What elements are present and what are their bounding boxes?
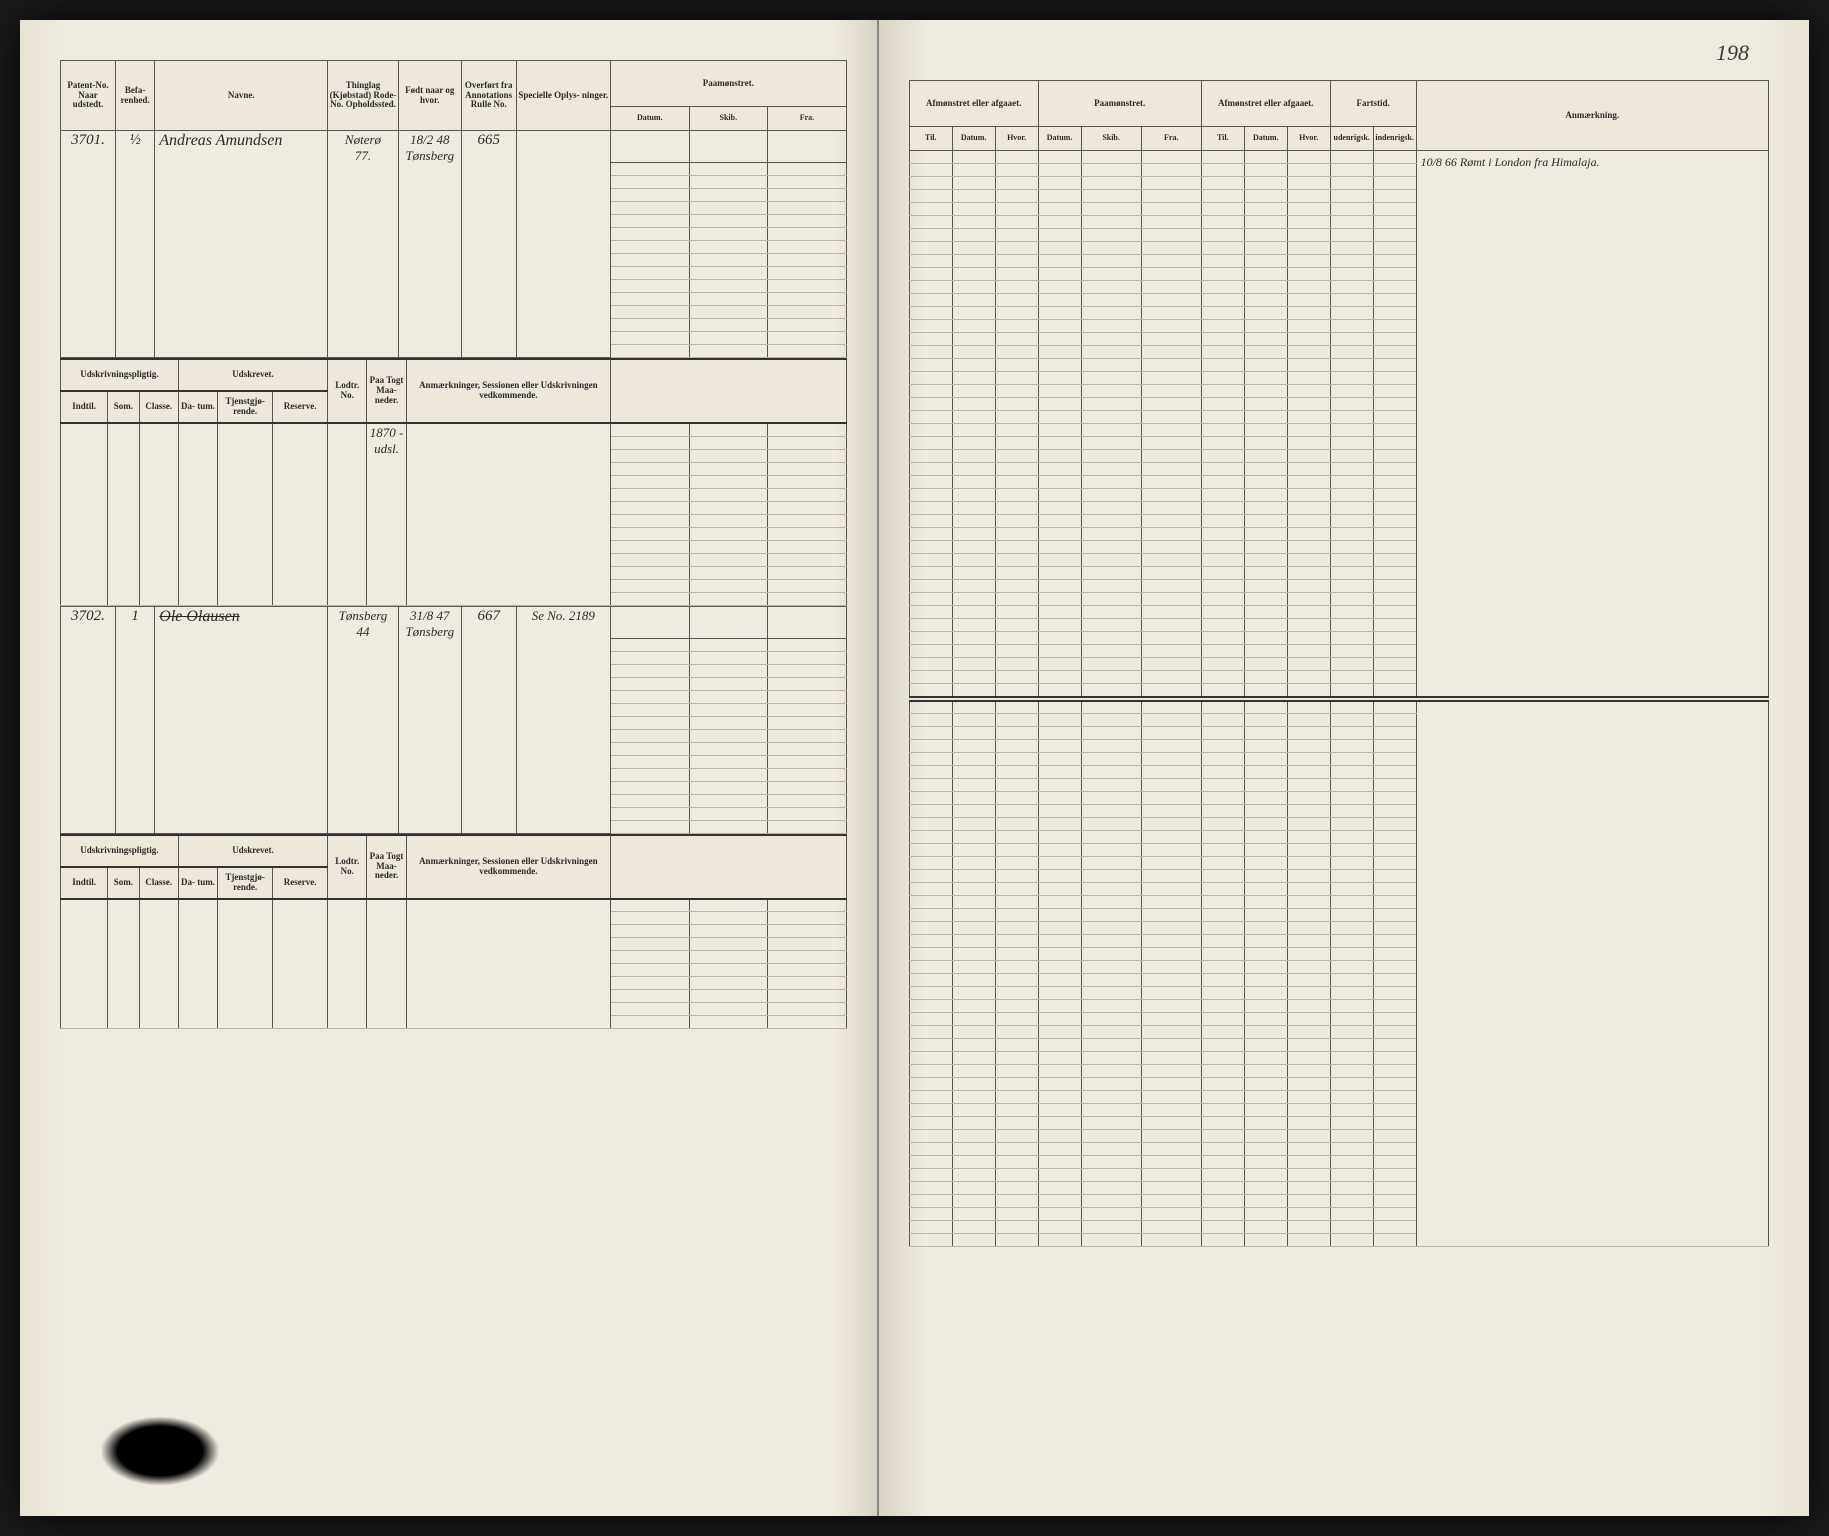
- hdr-paamonstret: Paamønstret.: [610, 61, 846, 107]
- rhdr-skib: Skib.: [1081, 127, 1141, 151]
- rhdr-fra: Fra.: [1141, 127, 1201, 151]
- shdr-classe: Classe.: [139, 867, 178, 899]
- shdr-anmark: Anmærkninger, Sessionen eller Udskrivnin…: [406, 359, 610, 423]
- shdr-som: Som.: [108, 867, 139, 899]
- rhdr-hvor2: Hvor.: [1287, 127, 1330, 151]
- ruled-row: 10/8 66 Rømt i London fra Himalaja.: [909, 151, 1768, 164]
- rhdr-til2: Til.: [1201, 127, 1244, 151]
- left-sub-table-2: Udskrivningspligtig. Udskrevet. Lodtr. N…: [60, 834, 847, 1030]
- left-sub-table-1: Udskrivningspligtig. Udskrevet. Lodtr. N…: [60, 358, 847, 606]
- hdr-overfort: Overført fra Annotations Rulle No.: [461, 61, 516, 131]
- right-main-table: Afmønstret eller afgaaet. Paamønstret. A…: [909, 80, 1769, 1247]
- cell-thinglag: Tønsberg 44: [328, 606, 399, 833]
- shdr-udskriv: Udskrivningspligtig.: [61, 359, 179, 391]
- hdr-skib: Skib.: [689, 107, 768, 131]
- ledger-book: Patent-No. Naar udstedt. Befa- renhed. N…: [20, 20, 1809, 1516]
- rhdr-afmon2: Afmønstret eller afgaaet.: [1201, 81, 1330, 127]
- rhdr-fartstid: Fartstid.: [1330, 81, 1416, 127]
- rhdr-datum: Datum.: [952, 127, 995, 151]
- cell-patent: 3702.: [61, 606, 116, 833]
- shdr-udstrevet: Udskrevet.: [178, 835, 327, 867]
- ruled-row: [909, 701, 1768, 714]
- cell-navne: Ole Olausen: [155, 606, 328, 833]
- shdr-indtil: Indtil.: [61, 391, 108, 423]
- cell-patent: 3701.: [61, 131, 116, 358]
- remark-cell: [1416, 701, 1768, 1247]
- rhdr-paamon: Paamønstret.: [1038, 81, 1201, 127]
- rhdr-datum2: Datum.: [1038, 127, 1081, 151]
- hdr-thinglag: Thinglag (Kjøbstad) Rode-No. Opholdssted…: [328, 61, 399, 131]
- record-row: 3702. 1 Ole Olausen Tønsberg 44 31/8 47 …: [61, 606, 847, 638]
- cell-fodt: 18/2 48 Tønsberg: [398, 131, 461, 358]
- hdr-befar: Befa- renhed.: [116, 61, 155, 131]
- record-row: 3701. ½ Andreas Amundsen Nøterø 77. 18/2…: [61, 131, 847, 163]
- cell-befar: ½: [116, 131, 155, 358]
- shdr-lodtr: Lodtr. No.: [328, 835, 367, 899]
- shdr-paa: Paa Togt Maa- neder.: [367, 835, 406, 899]
- hdr-fra: Fra.: [768, 107, 847, 131]
- hdr-specielle: Specielle Oplys- ninger.: [516, 61, 610, 131]
- shdr-tjen: Tjenstgjø- rende.: [218, 867, 273, 899]
- cell-thinglag: Nøterø 77.: [328, 131, 399, 358]
- shdr-paa: Paa Togt Maa- neder.: [367, 359, 406, 423]
- shdr-reserve: Reserve.: [273, 867, 328, 899]
- shdr-indtil: Indtil.: [61, 867, 108, 899]
- cell-overfort: 665: [461, 131, 516, 358]
- rhdr-afmon1: Afmønstret eller afgaaet.: [909, 81, 1038, 127]
- session-note-1: 1870 - udsl.: [367, 423, 406, 605]
- shdr-udskriv: Udskrivningspligtig.: [61, 835, 179, 867]
- shdr-anmark: Anmærkninger, Sessionen eller Udskrivnin…: [406, 835, 610, 899]
- cell-specielle: [516, 131, 610, 358]
- shdr-classe: Classe.: [139, 391, 178, 423]
- left-main-table-2: 3702. 1 Ole Olausen Tønsberg 44 31/8 47 …: [60, 606, 847, 834]
- rhdr-hvor: Hvor.: [995, 127, 1038, 151]
- cell-navne: Andreas Amundsen: [155, 131, 328, 358]
- hdr-patent: Patent-No. Naar udstedt.: [61, 61, 116, 131]
- cell-specielle: Se No. 2189: [516, 606, 610, 833]
- shdr-lodtr: Lodtr. No.: [328, 359, 367, 423]
- shdr-datum: Da- tum.: [178, 391, 217, 423]
- page-number: 198: [1716, 40, 1749, 66]
- right-page: 198 Afmønstret eller afgaaet. Paamønstre…: [879, 20, 1809, 1516]
- cell-befar: 1: [116, 606, 155, 833]
- shdr-som: Som.: [108, 391, 139, 423]
- shdr-reserve: Reserve.: [273, 391, 328, 423]
- cell-overfort: 667: [461, 606, 516, 833]
- hdr-datum: Datum.: [610, 107, 689, 131]
- shdr-datum: Da- tum.: [178, 867, 217, 899]
- left-page: Patent-No. Naar udstedt. Befa- renhed. N…: [20, 20, 879, 1516]
- cell-fodt: 31/8 47 Tønsberg: [398, 606, 461, 833]
- rhdr-uden: udenrigsk.: [1330, 127, 1373, 151]
- rhdr-til: Til.: [909, 127, 952, 151]
- shdr-tjen: Tjenstgjø- rende.: [218, 391, 273, 423]
- rhdr-anmark: Anmærkning.: [1416, 81, 1768, 151]
- rhdr-datum3: Datum.: [1244, 127, 1287, 151]
- photograph-thumb-shadow: [100, 1416, 220, 1486]
- hdr-fodt: Født naar og hvor.: [398, 61, 461, 131]
- remark-cell: 10/8 66 Rømt i London fra Himalaja.: [1416, 151, 1768, 697]
- rhdr-inden: indenrigsk.: [1373, 127, 1416, 151]
- hdr-navne: Navne.: [155, 61, 328, 131]
- left-main-table: Patent-No. Naar udstedt. Befa- renhed. N…: [60, 60, 847, 358]
- shdr-udstrevet: Udskrevet.: [178, 359, 327, 391]
